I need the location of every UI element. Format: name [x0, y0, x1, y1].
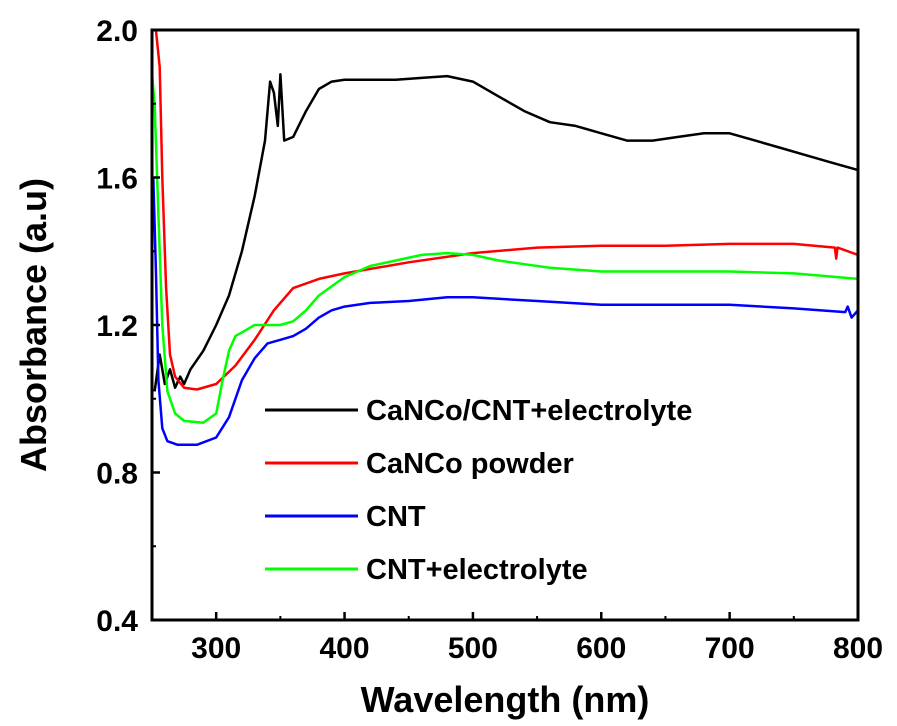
y-tick-label: 1.6: [96, 163, 138, 196]
x-tick-label: 400: [320, 632, 370, 665]
legend-label-0: CaNCo/CNT+electrolyte: [366, 395, 692, 427]
legend-label-3: CNT+electrolyte: [366, 554, 588, 586]
series-line-3: [152, 74, 858, 424]
x-tick-label: 800: [833, 632, 883, 665]
x-tick-label: 500: [448, 632, 498, 665]
y-tick-label: 1.2: [96, 310, 138, 343]
legend-label-2: CNT: [366, 501, 426, 533]
x-tick-label: 600: [576, 632, 626, 665]
series-line-1: [154, 30, 858, 391]
y-tick-label: 0.4: [96, 605, 138, 638]
legend-label-1: CaNCo powder: [366, 448, 574, 480]
series-line-0: [153, 73, 858, 392]
series-line-2: [152, 177, 858, 447]
y-tick-label: 0.8: [96, 458, 138, 491]
y-tick-label: 2.0: [96, 15, 138, 48]
tick-labels: 300 400 500 600 700 800 0.4 0.8 1.2 1.6 2.0: [96, 15, 883, 665]
plot-lines: [152, 30, 858, 447]
x-tick-label: 300: [191, 632, 241, 665]
axis-ticks: [151, 28, 860, 622]
y-axis-title: Absorbance (a.u): [13, 178, 54, 472]
x-tick-label: 700: [705, 632, 755, 665]
legend: CaNCo/CNT+electrolyte CaNCo powder CNT CNT+…: [265, 395, 692, 586]
x-axis-title: Wavelength (nm): [361, 679, 650, 720]
